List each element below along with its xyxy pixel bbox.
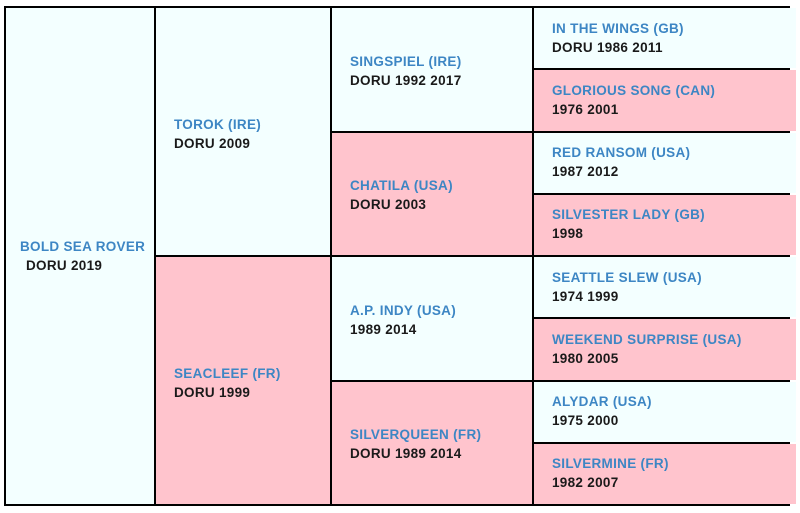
horse-info: 1975 2000 <box>552 413 619 429</box>
horse-name-link[interactable]: IN THE WINGS (GB) <box>552 20 684 36</box>
horse-info: 1974 1999 <box>552 288 619 304</box>
horse-info: 1982 2007 <box>552 475 619 491</box>
gen4-cell: WEEKEND SURPRISE (USA) 1980 2005 <box>534 319 796 380</box>
horse-name-link[interactable]: GLORIOUS SONG (CAN) <box>552 82 716 98</box>
subject-horse: BOLD SEA ROVER DORU 2019 <box>6 8 154 504</box>
horse-info: 1998 <box>552 226 584 242</box>
horse-info: 1980 2005 <box>552 350 619 366</box>
horse-info: DORU 1986 2011 <box>552 39 663 55</box>
gen4-cell: SEATTLE SLEW (USA) 1974 1999 <box>534 257 796 318</box>
horse-name-link[interactable]: WEEKEND SURPRISE (USA) <box>552 331 742 347</box>
pedigree-table: BOLD SEA ROVER DORU 2019 TOROK (IRE) DOR… <box>4 6 796 506</box>
horse-info: DORU 2009 <box>174 136 251 151</box>
horse-name-link[interactable]: SILVERMINE (FR) <box>552 456 669 472</box>
horse-name-link[interactable]: CHATILA (USA) <box>350 178 453 194</box>
horse-name-link[interactable]: A.P. INDY (USA) <box>350 302 457 318</box>
gen3-cell: CHATILA (USA) DORU 2003 <box>332 132 532 255</box>
horse-name-link[interactable]: ALYDAR (USA) <box>552 394 652 410</box>
horse-info: DORU 1989 2014 <box>350 446 462 462</box>
horse-info: DORU 1999 <box>174 385 251 400</box>
horse-name-link[interactable]: RED RANSOM (USA) <box>552 145 691 161</box>
horse-name-link[interactable]: BOLD SEA ROVER <box>20 238 146 254</box>
horse-name-link[interactable]: SINGSPIEL (IRE) <box>350 53 462 69</box>
gen3-cell: A.P. INDY (USA) 1989 2014 <box>332 257 532 380</box>
horse-info: 1989 2014 <box>350 321 417 337</box>
gen4-cell: SILVESTER LADY (GB) 1998 <box>534 194 796 255</box>
gen4-cell: GLORIOUS SONG (CAN) 1976 2001 <box>534 70 796 131</box>
gen3-cell: SINGSPIEL (IRE) DORU 1992 2017 <box>332 8 532 131</box>
gen4-cell: IN THE WINGS (GB) DORU 1986 2011 <box>534 8 796 69</box>
dam-cell: SEACLEEF (FR) DORU 1999 <box>156 257 330 504</box>
horse-name-link[interactable]: SILVERQUEEN (FR) <box>350 427 482 443</box>
horse-info: DORU 1992 2017 <box>350 72 462 88</box>
gen3-cell: SILVERQUEEN (FR) DORU 1989 2014 <box>332 381 532 504</box>
horse-info: 1987 2012 <box>552 164 619 180</box>
horse-info: DORU 2019 <box>26 257 103 273</box>
gen4-cell: RED RANSOM (USA) 1987 2012 <box>534 132 796 193</box>
horse-name-link[interactable]: SILVESTER LADY (GB) <box>552 207 705 223</box>
sire-cell: TOROK (IRE) DORU 2009 <box>156 8 330 255</box>
horse-name-link[interactable]: TOROK (IRE) <box>174 117 262 132</box>
gen4-cell: ALYDAR (USA) 1975 2000 <box>534 381 796 442</box>
horse-name-link[interactable]: SEATTLE SLEW (USA) <box>552 269 702 285</box>
horse-info: 1976 2001 <box>552 101 619 117</box>
horse-name-link[interactable]: SEACLEEF (FR) <box>174 366 281 381</box>
gen4-cell: SILVERMINE (FR) 1982 2007 <box>534 443 796 504</box>
horse-info: DORU 2003 <box>350 197 427 213</box>
